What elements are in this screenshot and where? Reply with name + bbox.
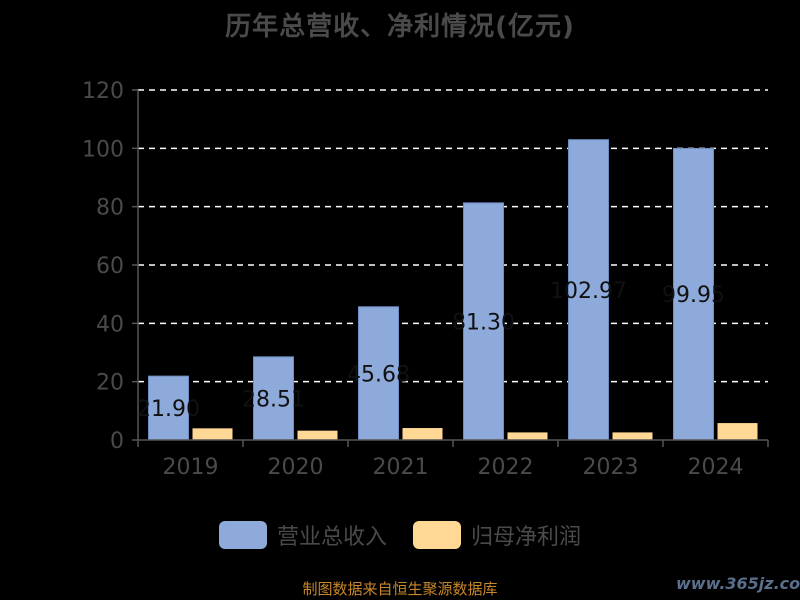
x-tick-label: 2023: [583, 455, 639, 480]
legend: 营业总收入 归母净利润: [0, 519, 800, 551]
y-tick-label: 120: [82, 79, 124, 104]
legend-item-net-profit[interactable]: 归母净利润: [413, 519, 581, 551]
y-tick-label: 40: [96, 312, 124, 337]
bar-revenue: [148, 375, 189, 441]
chart-title: 历年总营收、净利情况(亿元): [225, 12, 575, 42]
data-label: 81.30: [452, 310, 515, 335]
legend-label-revenue: 营业总收入: [276, 525, 387, 550]
bar-revenue: [463, 202, 504, 441]
x-tick-label: 2022: [478, 455, 534, 480]
data-label: 45.68: [347, 362, 410, 387]
bar-revenue: [358, 306, 399, 441]
bar-net-profit: [612, 432, 653, 440]
axes: 0 20 40 60 80 100 120 2019 2020 2021 2022 2023 2024: [82, 79, 769, 480]
legend-swatch-net-profit: [413, 521, 461, 549]
bar-net-profit: [297, 430, 338, 440]
bar-net-profit: [402, 428, 443, 440]
bar-net-profit: [717, 423, 758, 440]
x-tick-label: 2024: [688, 455, 744, 480]
y-tick-label: 20: [96, 371, 124, 396]
source-note: 制图数据来自恒生聚源数据库: [302, 580, 498, 598]
y-tick-label: 0: [110, 429, 124, 454]
grid-lines: [138, 89, 768, 383]
bars: [148, 139, 758, 441]
legend-item-revenue[interactable]: 营业总收入: [218, 519, 387, 551]
x-tick-label: 2021: [373, 455, 429, 480]
y-tick-label: 100: [82, 137, 124, 162]
bar-net-profit: [507, 432, 548, 440]
bar-net-profit: [192, 428, 233, 440]
bar-revenue: [673, 147, 714, 441]
bar-revenue: [568, 139, 609, 441]
x-tick-label: 2020: [268, 455, 324, 480]
x-tick-label: 2019: [163, 455, 219, 480]
data-label: 99.95: [662, 283, 725, 308]
data-label: 28.51: [242, 387, 305, 412]
data-labels: 21.90 28.51 45.68 81.30 102.97 99.95: [137, 279, 725, 422]
legend-swatch-revenue: [218, 521, 267, 549]
legend-label-net-profit: 归母净利润: [471, 525, 582, 550]
watermark: www.365jz.com: [676, 574, 800, 593]
data-label: 21.90: [137, 397, 200, 422]
y-tick-label: 80: [96, 196, 124, 221]
data-label: 102.97: [550, 279, 627, 304]
y-tick-label: 60: [96, 254, 124, 279]
